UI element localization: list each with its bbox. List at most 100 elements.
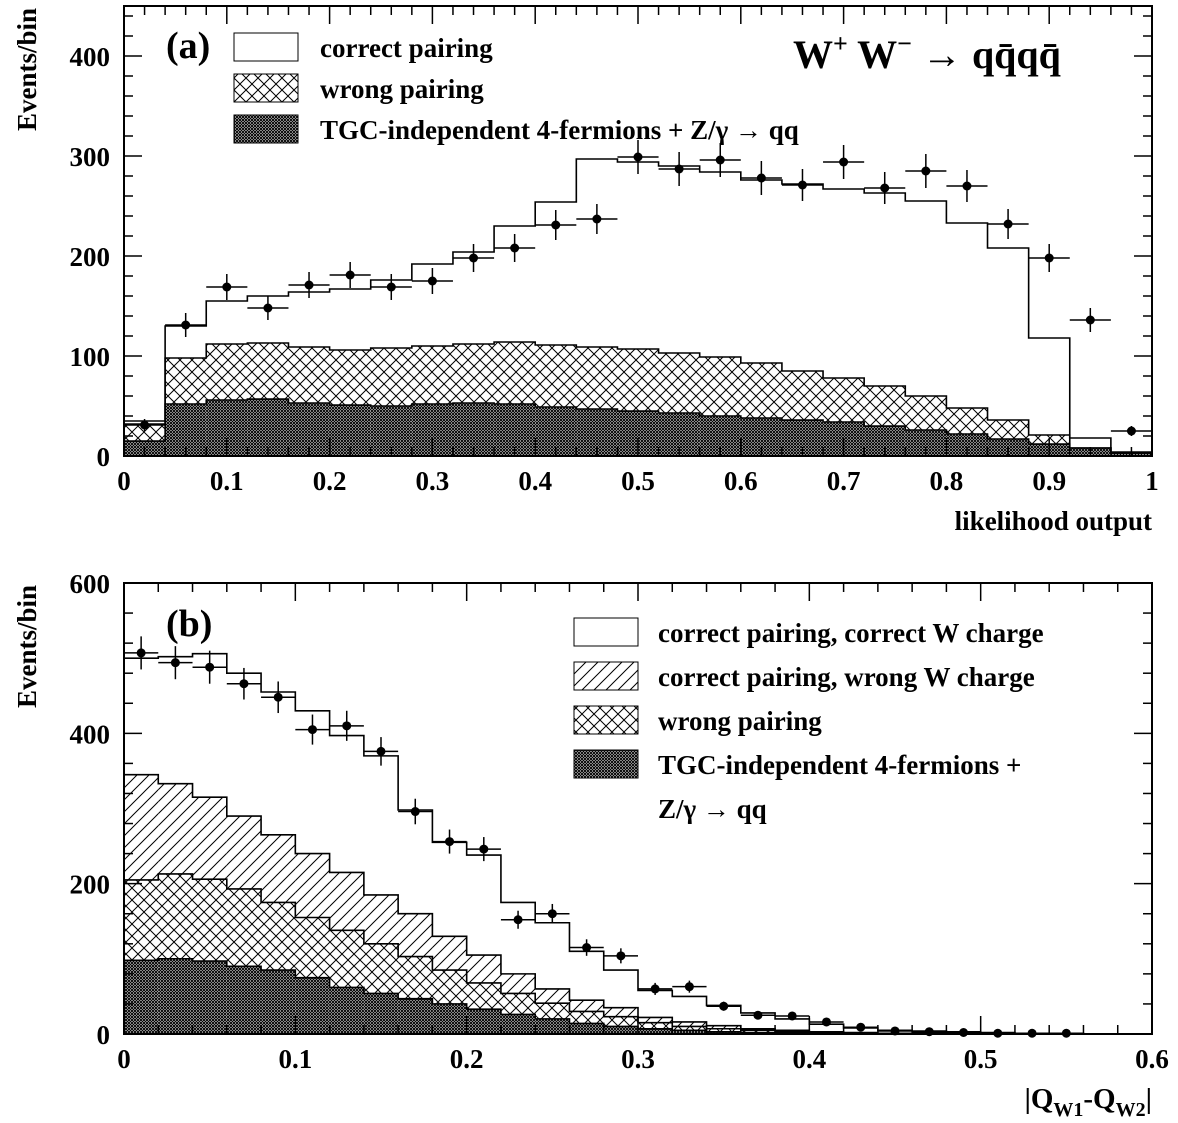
legend-label-wrong-pairing-b: wrong pairing <box>658 706 822 736</box>
hist-bar-tgc-independent-4-fermions-z-qq <box>672 1030 707 1034</box>
panel-a-y-axis-label: Events/bin <box>12 8 42 131</box>
legend-label-correct-pairing: correct pairing <box>320 33 493 63</box>
legend-label-correct-charge: correct pairing, correct W charge <box>658 618 1044 648</box>
x-tick-label: 0.3 <box>416 466 450 496</box>
process-title: W+ W− → qq̄qq̄ <box>793 29 1061 77</box>
x-tick-label: 0.3 <box>621 1044 655 1074</box>
panel-b-stacked-histograms <box>124 653 1084 1035</box>
x-tick-label: 0.1 <box>278 1044 312 1074</box>
y-tick-label: 200 <box>70 870 111 900</box>
panel-b-x-axis-label: |QW1-QW2| <box>1024 1083 1152 1121</box>
x-tick-label: 0.5 <box>964 1044 998 1074</box>
hist-bar-tgc-independent-4-fermions-z-qq <box>603 1026 638 1034</box>
legend-swatch-tgc-independent <box>233 114 299 144</box>
hist-bar-tgc-independent-4-fermions-z-qq <box>638 1028 673 1034</box>
panel-b-legend: correct pairing, correct W charge correc… <box>573 617 1044 824</box>
data-point <box>775 1011 810 1021</box>
legend-swatch-correct-pairing <box>233 32 299 62</box>
hist-bar-tgc-independent-4-fermions-z-qq <box>535 1018 570 1034</box>
panel-a-x-axis-label: likelihood output <box>955 506 1152 536</box>
data-point <box>638 982 673 995</box>
data-point <box>905 154 947 188</box>
y-tick-label: 0 <box>97 1020 111 1050</box>
data-point <box>158 646 193 680</box>
panel-a-stacked-histograms <box>124 159 1152 456</box>
x-tick-label: 1 <box>1145 466 1159 496</box>
x-tick-label: 0.4 <box>792 1044 826 1074</box>
data-point <box>192 650 227 684</box>
hist-bar-correct-pairing-correct-w-charge <box>809 1024 844 1034</box>
data-point <box>261 681 296 714</box>
y-tick-label: 200 <box>70 242 111 272</box>
hist-bar-tgc-independent-4-fermions-z-qq <box>329 987 364 1034</box>
data-point <box>295 714 330 745</box>
data-point <box>1110 426 1152 436</box>
data-point <box>1069 308 1111 332</box>
x-tick-label: 0.8 <box>930 466 964 496</box>
legend-swatch-wrong-pairing-b <box>573 705 639 735</box>
data-point <box>946 1028 981 1037</box>
hist-bar-tgc-independent-4-fermions-z-qq <box>569 1023 604 1034</box>
legend-swatch-correct-charge <box>573 617 639 647</box>
data-point <box>864 172 906 204</box>
hist-bar-tgc-independent-4-fermions-z-qq <box>706 1031 741 1034</box>
x-tick-label: 0 <box>117 1044 131 1074</box>
hist-bar-tgc-independent-4-fermions-z-qq <box>500 1014 536 1034</box>
panel-b-data-points <box>124 636 1084 1038</box>
panel-a-axis-ticks: 0 0.1 0.2 0.3 0.4 0.5 0.6 0.7 0.8 0.9 1 0 100 200 300 4… <box>70 6 1159 496</box>
data-point <box>843 1022 878 1032</box>
data-point <box>617 140 659 174</box>
data-point <box>781 169 824 201</box>
panel-b-axis-ticks: 0 0.1 0.2 0.3 0.4 0.5 0.6 0 200 400 600 <box>70 569 1169 1074</box>
data-point <box>370 274 412 300</box>
x-tick-label: 0.2 <box>450 1044 484 1074</box>
legend-label-tgc-independent-b: TGC-independent 4-fermions + <box>658 750 1021 780</box>
x-tick-label: 0.7 <box>827 466 861 496</box>
data-point <box>699 143 741 177</box>
hist-bar-tgc-independent-4-fermions-z-qq <box>247 399 289 456</box>
y-tick-label: 400 <box>70 719 111 749</box>
legend-swatch-tgc-independent-b <box>573 749 639 779</box>
data-point <box>706 1001 741 1011</box>
hist-bar-tgc-independent-4-fermions-z-qq <box>432 1003 467 1034</box>
hist-bar-tgc-independent-4-fermions-z-qq <box>398 998 433 1034</box>
data-point <box>658 152 700 186</box>
x-tick-label: 0.4 <box>518 466 552 496</box>
data-point <box>226 667 262 700</box>
hist-bar-tgc-independent-4-fermions-z-qq <box>261 970 296 1034</box>
x-tick-label: 0.6 <box>1135 1044 1169 1074</box>
data-point <box>569 939 604 956</box>
legend-label-tgc-independent-b-line2: Z/γ → qq <box>658 794 767 824</box>
data-point <box>124 636 159 670</box>
data-point <box>987 209 1029 239</box>
hist-bar-tgc-independent-4-fermions-z-qq <box>124 960 159 1034</box>
hist-outline-correct-pairing <box>123 158 1152 456</box>
panel-a: 0 0.1 0.2 0.3 0.4 0.5 0.6 0.7 0.8 0.9 1 0 100 200 300 4… <box>12 5 1159 536</box>
hist-outline-wrong-pairing <box>123 341 1152 456</box>
data-point <box>466 837 501 862</box>
data-point <box>500 910 536 929</box>
y-tick-label: 300 <box>70 142 111 172</box>
hist-outline-tgc-independent-4-fermions-z-qq <box>123 398 1152 456</box>
data-point <box>740 161 782 195</box>
data-point <box>398 798 433 825</box>
data-point <box>411 268 453 294</box>
x-tick-label: 0.2 <box>313 466 347 496</box>
legend-label-wrong-pairing: wrong pairing <box>320 74 484 104</box>
hist-bar-tgc-independent-4-fermions-z-qq <box>192 961 227 1034</box>
data-point <box>432 829 467 854</box>
x-tick-label: 0 <box>117 466 131 496</box>
data-point <box>1028 244 1070 272</box>
hist-bar-tgc-independent-4-fermions-z-qq <box>363 993 399 1034</box>
data-point <box>494 234 536 262</box>
hist-bar-tgc-independent-4-fermions-z-qq <box>466 1009 501 1034</box>
y-tick-label: 400 <box>70 42 111 72</box>
data-point <box>288 272 330 298</box>
data-point <box>329 262 371 288</box>
data-point <box>672 980 707 993</box>
y-tick-label: 600 <box>70 569 111 599</box>
data-point <box>452 244 495 272</box>
data-point <box>535 210 577 240</box>
panel-a-legend: correct pairing wrong pairing TGC-indepe… <box>233 32 799 145</box>
